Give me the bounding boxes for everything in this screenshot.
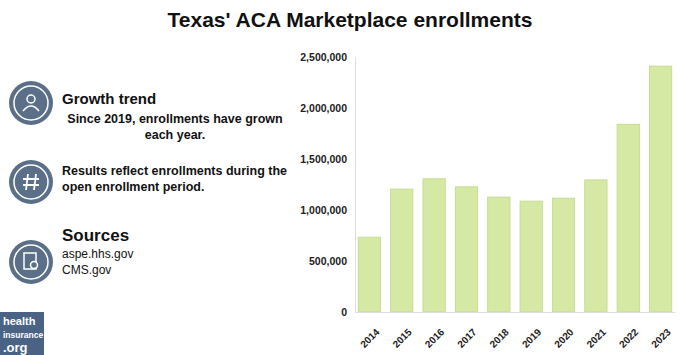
bar <box>585 180 607 312</box>
y-tick-label: 500,000 <box>309 255 347 267</box>
annotation: Growth trend Since 2019, enrollments have… <box>9 81 283 142</box>
icon-glyph <box>23 174 39 190</box>
annotation: Sources aspe.hhs.gov CMS.gov <box>9 226 133 284</box>
x-tick-label: 2023 <box>649 326 673 350</box>
logo-box <box>0 312 44 355</box>
x-tick: 2014 <box>358 312 382 350</box>
icon-ring <box>14 165 48 199</box>
x-tick-label: 2014 <box>358 326 382 350</box>
bar <box>423 179 445 312</box>
chart: Texas' ACA Marketplace enrollments Growth… <box>0 0 700 355</box>
bar <box>520 201 542 312</box>
annotation-text: open enrollment period. <box>62 180 204 194</box>
icon-ring <box>14 245 48 279</box>
y-tick-label: 0 <box>341 306 347 318</box>
annotation-text: Results reflect enrollments during the <box>62 164 287 178</box>
bars <box>358 66 672 312</box>
x-tick: 2022 <box>617 312 641 350</box>
y-tick: 2,000,000 <box>300 102 355 114</box>
x-tick: 2019 <box>520 312 544 350</box>
y-tick: 0 <box>341 306 355 318</box>
annotation: Results reflect enrollments during the op… <box>9 160 287 204</box>
x-tick: 2016 <box>423 312 447 350</box>
bar <box>488 197 510 312</box>
x-tick-label: 2019 <box>520 326 544 350</box>
y-axis-line <box>355 58 356 313</box>
x-tick-label: 2016 <box>423 326 447 350</box>
x-tick-label: 2015 <box>390 326 414 350</box>
x-axis: 2014 2015 2016 2017 2018 2019 2020 2021 2022 2023 <box>356 312 676 350</box>
annotation-text: CMS.gov <box>62 263 111 277</box>
x-tick: 2020 <box>552 312 576 350</box>
icon-circle <box>9 160 53 204</box>
logo: health insurance.org <box>0 312 44 355</box>
y-tick: 2,500,000 <box>300 51 355 63</box>
x-tick-label: 2020 <box>552 326 576 350</box>
annotation-text: Since 2019, enrollments have grown <box>67 112 282 126</box>
icon-ring <box>14 86 48 120</box>
x-tick-label: 2017 <box>455 326 479 350</box>
annotation-heading: Sources <box>62 226 129 245</box>
logo-text: health <box>3 315 36 327</box>
annotation-text: aspe.hhs.gov <box>62 247 133 261</box>
bar <box>649 66 671 312</box>
bar <box>455 187 477 312</box>
x-tick: 2017 <box>455 312 479 350</box>
x-tick: 2021 <box>585 312 609 350</box>
y-tick-label: 2,500,000 <box>300 51 347 63</box>
icon-glyph <box>23 106 39 111</box>
bar <box>391 189 413 312</box>
x-axis-line <box>356 312 676 313</box>
x-tick-label: 2018 <box>487 326 511 350</box>
y-tick: 1,000,000 <box>300 204 355 216</box>
x-tick-label: 2022 <box>617 326 641 350</box>
y-axis: 0 500,000 1,000,000 1,500,000 2,000,000 2,500… <box>300 51 355 318</box>
bar <box>617 124 639 312</box>
title: Texas' ACA Marketplace enrollments <box>168 8 533 31</box>
x-tick: 2018 <box>487 312 511 350</box>
icon-circle <box>9 240 53 284</box>
icon-glyph <box>27 95 35 103</box>
bar <box>358 237 380 312</box>
bar <box>552 198 574 312</box>
x-tick: 2015 <box>390 312 414 350</box>
icon-circle <box>9 81 53 125</box>
annotation-text: each year. <box>145 128 205 142</box>
icon-glyph <box>31 262 38 269</box>
y-tick: 1,500,000 <box>300 153 355 165</box>
logo-text: .org <box>3 340 28 355</box>
y-tick-label: 1,500,000 <box>300 153 347 165</box>
x-tick: 2023 <box>649 312 673 350</box>
y-tick-label: 2,000,000 <box>300 102 347 114</box>
y-tick-label: 1,000,000 <box>300 204 347 216</box>
logo-text: insurance <box>3 330 43 340</box>
x-tick-label: 2021 <box>585 326 609 350</box>
y-tick: 500,000 <box>309 255 355 267</box>
annotation-heading: Growth trend <box>62 90 156 107</box>
